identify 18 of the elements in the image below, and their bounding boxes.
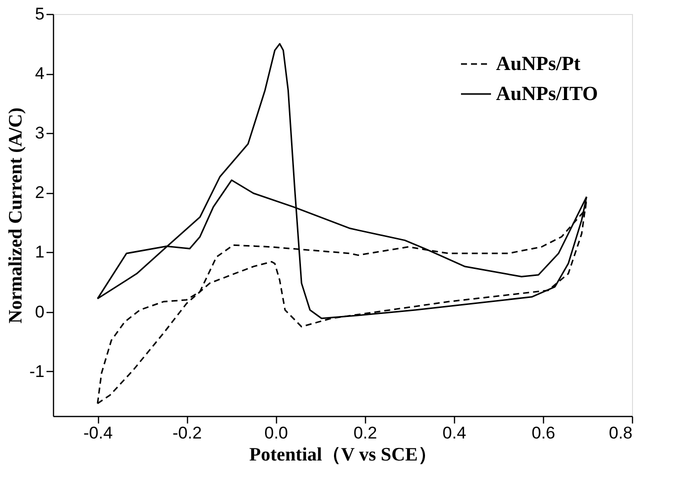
x-tick-label: 0.2 xyxy=(353,424,378,442)
y-tick-label: 1 xyxy=(35,242,44,262)
x-tick-label: 0.0 xyxy=(264,424,288,442)
x-tick-label: 0.8 xyxy=(608,424,632,442)
y-tick-label: 4 xyxy=(35,64,44,84)
x-tick-label: 0.6 xyxy=(532,424,556,442)
x-tick-label: 0.4 xyxy=(442,424,466,442)
x-axis-title: Potential（V vs SCE） xyxy=(249,444,437,466)
y-tick-label: 3 xyxy=(35,124,44,143)
y-tick-label: 5 xyxy=(35,4,44,24)
x-tick-label: -0.2 xyxy=(172,424,202,442)
y-tick-label: 2 xyxy=(35,183,44,202)
y-tick-label: -1 xyxy=(29,362,44,381)
legend-label: AuNPs/ITO xyxy=(496,83,598,105)
x-tick-label: -0.4 xyxy=(83,424,113,442)
y-axis-title: Normalized Current (A/C) xyxy=(5,108,26,324)
legend-label: AuNPs/Pt xyxy=(496,53,581,75)
y-tick-label: 0 xyxy=(35,302,44,322)
